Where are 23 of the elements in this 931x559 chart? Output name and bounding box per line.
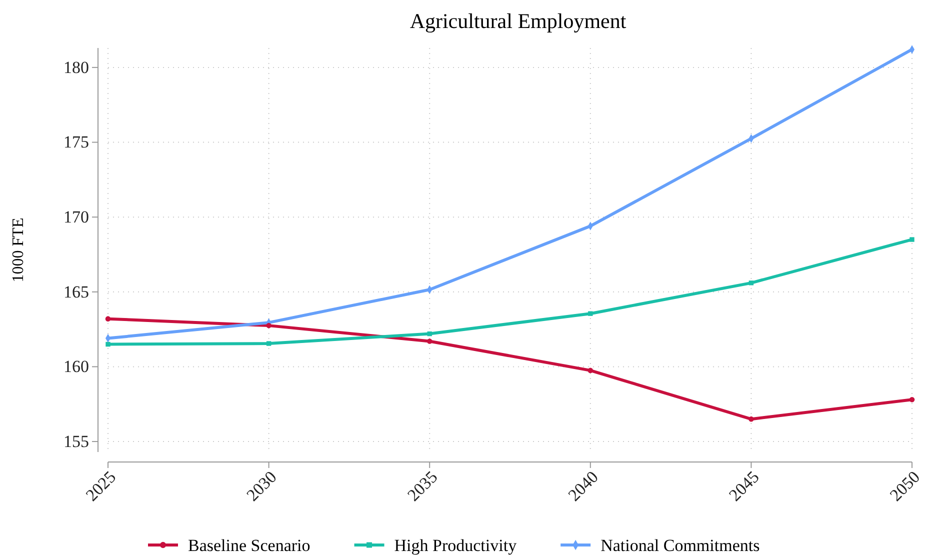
point (266, 322, 272, 328)
legend-label: Baseline Scenario (188, 536, 310, 555)
y-tick-label: 160 (64, 357, 89, 376)
point (266, 341, 272, 346)
point (588, 368, 594, 374)
point (105, 316, 111, 322)
point (748, 416, 754, 422)
y-tick-label: 180 (64, 58, 89, 77)
y-tick-label: 165 (64, 282, 89, 302)
y-axis-title: 1000 FTE (10, 218, 27, 282)
legend-label: High Productivity (394, 536, 518, 555)
point (426, 338, 432, 344)
point (910, 237, 914, 242)
point (588, 311, 593, 316)
point (427, 331, 432, 336)
point (909, 396, 915, 402)
legend-label: National Commitments (600, 536, 760, 555)
point (748, 280, 754, 286)
chart-title: Agricultural Employment (410, 9, 626, 33)
y-tick-label: 170 (64, 208, 89, 227)
point (106, 342, 110, 347)
y-tick-label: 155 (64, 432, 89, 451)
y-tick-label: 175 (64, 132, 89, 152)
